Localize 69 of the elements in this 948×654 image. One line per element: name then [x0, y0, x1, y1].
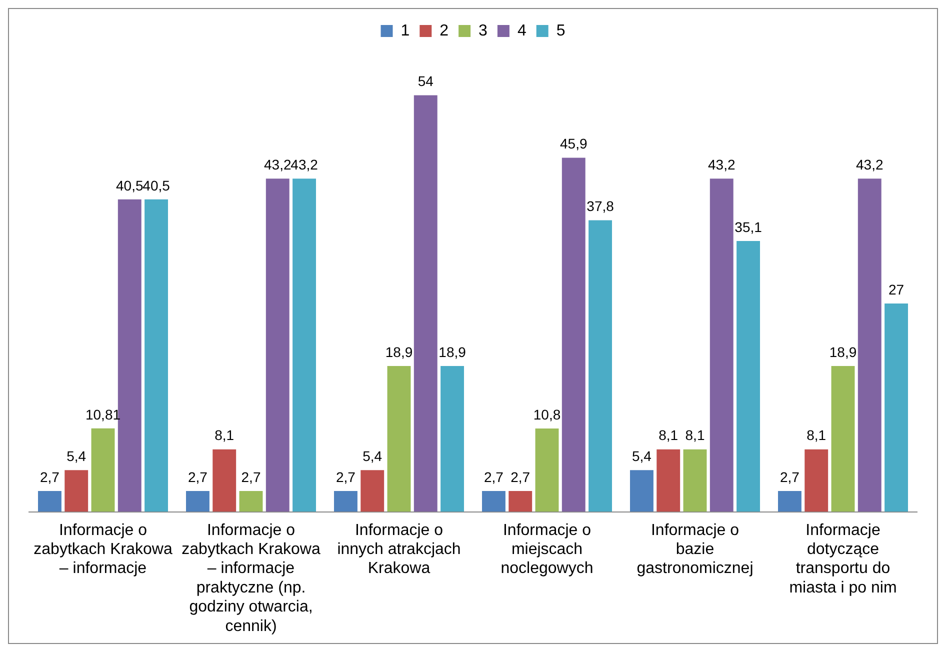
data-label: 2,7 — [510, 468, 530, 485]
x-tick-label: Informacje dotyczące transportu do miasta i po nim — [789, 522, 897, 596]
bar — [508, 490, 532, 512]
data-label: 40,5 — [116, 177, 144, 194]
bar — [212, 449, 236, 512]
legend-label: 3 — [478, 22, 488, 40]
bar — [38, 490, 62, 512]
bar — [144, 199, 168, 512]
bar — [482, 490, 506, 512]
data-label: 2,7 — [336, 468, 356, 485]
bar — [804, 449, 828, 512]
bar — [266, 178, 290, 512]
bar — [588, 220, 612, 512]
bar — [64, 470, 88, 512]
legend-label: 2 — [440, 22, 449, 40]
data-label: 35,1 — [734, 218, 762, 235]
bar — [656, 449, 680, 512]
bar — [387, 366, 411, 512]
data-label: 5,4 — [632, 448, 652, 464]
data-label: 8,1 — [806, 427, 826, 444]
data-label: 37,8 — [586, 198, 614, 214]
bar — [562, 158, 586, 512]
data-label: 2,7 — [780, 468, 800, 485]
x-tick-label: Informacje o miejscach noclegowych — [500, 522, 594, 578]
data-label: 27 — [888, 281, 904, 298]
data-label: 43,2 — [856, 156, 884, 172]
bar — [360, 470, 384, 512]
data-label: 40,5 — [142, 177, 170, 194]
x-tick-label: Informacje o zabytkach Krakowa – informacje praktyczne (np. godziny otwarcia, cennik) — [182, 522, 320, 635]
bar — [630, 470, 654, 512]
data-label: 8,1 — [685, 427, 705, 444]
data-label: 10,8 — [533, 406, 561, 422]
bar — [831, 366, 855, 512]
data-label: 18,9 — [829, 344, 857, 360]
data-label: 2,7 — [484, 468, 504, 485]
data-label: 8,1 — [658, 427, 678, 444]
legend-label: 1 — [400, 22, 410, 40]
data-label: 2,7 — [241, 468, 261, 485]
bar — [884, 304, 908, 512]
data-label: 43,2 — [264, 156, 292, 172]
data-label: 43,2 — [708, 156, 736, 172]
bar — [334, 490, 358, 512]
bar — [239, 490, 263, 512]
data-label: 18,9 — [385, 344, 413, 360]
legend-label: 4 — [517, 22, 526, 40]
bar — [440, 366, 464, 512]
data-label: 5,4 — [66, 448, 86, 464]
x-tick-label: Informacje o innych atrakcjach Krakowa — [337, 522, 461, 578]
legend-label: 5 — [556, 22, 566, 40]
bar — [858, 178, 882, 512]
bar — [186, 490, 210, 512]
x-tick-label: Informacje o zabytkach Krakowa – informacje — [34, 522, 172, 578]
bar — [736, 241, 760, 512]
data-label: 8,1 — [214, 427, 234, 444]
data-label: 2,7 — [188, 468, 208, 485]
bar — [683, 449, 707, 512]
x-tick-label: Informacje o bazie gastronomicznej — [636, 522, 754, 578]
data-label: 54 — [418, 73, 434, 90]
data-label: 2,7 — [40, 468, 60, 485]
bar — [778, 490, 802, 512]
bar — [414, 95, 438, 512]
data-label: 18,9 — [438, 344, 466, 360]
bar — [91, 428, 115, 512]
data-label: 43,2 — [290, 156, 318, 172]
data-label: 5,4 — [362, 448, 382, 464]
bar — [710, 178, 734, 512]
bar — [535, 428, 559, 512]
data-label: 45,9 — [560, 136, 588, 152]
bar — [292, 178, 316, 512]
